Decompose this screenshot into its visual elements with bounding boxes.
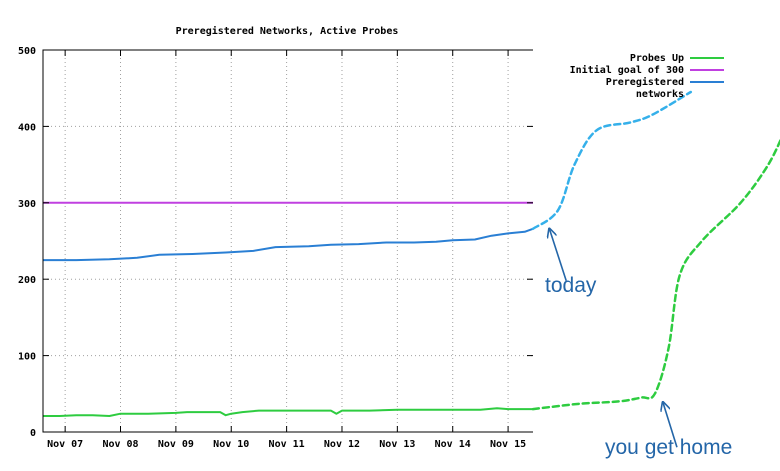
x-tick-label: Nov 14 [435,439,471,450]
axis-layer: 0 100 200 300 400 500 Nov 07 Nov 08 Nov 09 Nov 10… [18,46,533,450]
annotation-layer: today you get home [545,230,732,459]
x-tick-label: Nov 13 [379,439,415,450]
legend-label: Preregistered [606,76,684,88]
y-tick-label: 100 [18,352,36,363]
preregistered-networks-projection [531,90,693,231]
y-tick-label: 200 [18,275,36,286]
x-tick-label: Nov 10 [213,439,249,450]
legend-label: networks [636,89,684,100]
legend-label: Initial goal of 300 [570,64,684,76]
annotation-arrow-you-get-home [663,403,678,448]
probes-up-projection [531,138,780,411]
x-tick-label: Nov 11 [269,439,305,450]
x-tick-label: Nov 12 [324,439,360,450]
y-tick-label: 300 [18,199,36,210]
series-layer [43,90,780,417]
x-tick-label: Nov 08 [102,439,138,450]
annotation-text-you-get-home: you get home [605,436,732,459]
y-tick-label: 500 [18,46,36,57]
x-tick-label: Nov 07 [47,439,83,450]
annotation-text-today: today [545,274,597,297]
plot-frame [42,49,533,433]
y-tick-label: 400 [18,122,36,133]
x-tick-label: Nov 15 [490,439,526,450]
chart-title: Preregistered Networks, Active Probes [176,25,399,37]
annotation-arrow-today [550,230,567,281]
series-line-preregistered-networks [43,227,534,262]
legend-label: Probes Up [630,53,684,64]
series-line-probes-up [43,407,533,417]
y-tick-label: 0 [30,428,36,439]
grid-layer [43,50,533,432]
x-tick-label: Nov 09 [158,439,194,450]
